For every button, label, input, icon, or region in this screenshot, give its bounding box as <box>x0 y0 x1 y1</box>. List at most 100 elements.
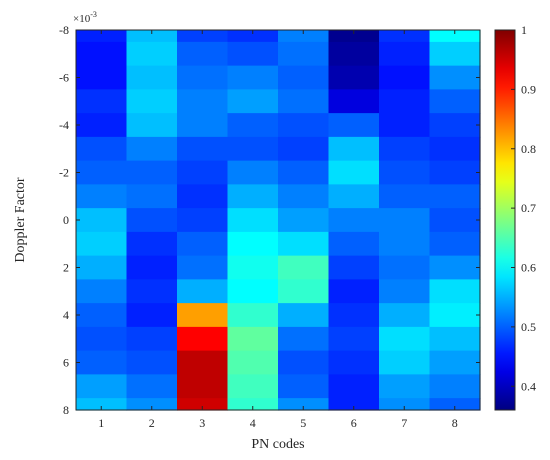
heatmap-cell <box>278 65 330 90</box>
heatmap-cell <box>227 30 279 43</box>
heatmap-cell <box>328 30 380 43</box>
heatmap-cell <box>227 113 279 138</box>
heatmap-cell <box>126 184 178 209</box>
heatmap-cell <box>177 231 229 257</box>
heatmap-cell <box>328 41 380 67</box>
heatmap-cell <box>126 350 178 375</box>
heatmap-cell <box>76 136 128 162</box>
heatmap-cell <box>278 160 330 185</box>
heatmap-cell <box>227 160 279 185</box>
colorbar-tick-label: 0.7 <box>521 201 536 215</box>
y-tick-label: 0 <box>63 213 69 227</box>
heatmap-cell <box>328 231 380 257</box>
heatmap-cell <box>278 231 330 257</box>
y-tick-label: 2 <box>63 261 69 275</box>
heatmap-cell <box>278 41 330 67</box>
heatmap-cell <box>76 30 128 43</box>
heatmap-cell <box>379 160 431 185</box>
colorbar <box>494 29 516 411</box>
colorbar-tick-label: 1 <box>521 23 527 37</box>
heatmap-cell <box>177 136 229 162</box>
heatmap-cell <box>379 398 431 411</box>
heatmap-cell <box>278 89 330 114</box>
heatmap-cell <box>328 326 380 352</box>
heatmap-cell <box>278 113 330 138</box>
heatmap-cell <box>379 113 431 138</box>
heatmap-cell <box>429 231 481 257</box>
heatmap-cell <box>76 65 128 90</box>
heatmap-cell <box>429 89 481 114</box>
heatmap-cell <box>76 255 128 280</box>
heatmap-cell <box>429 65 481 90</box>
colorbar-tick-label: 0.4 <box>521 379 536 393</box>
x-tick-label: 8 <box>452 416 458 430</box>
heatmap-cell <box>126 398 178 411</box>
heatmap-cell <box>278 30 330 43</box>
heatmap-cell <box>76 398 128 411</box>
x-tick-label: 4 <box>250 416 256 430</box>
heatmap-cell <box>126 113 178 138</box>
heatmap-cell <box>328 136 380 162</box>
heatmap-cell <box>126 255 178 280</box>
heatmap-cell <box>328 160 380 185</box>
colorbar-tick-label: 0.8 <box>521 142 536 156</box>
colorbar-tick-label: 0.6 <box>521 261 536 275</box>
heatmap-cell <box>429 303 481 328</box>
y-multiplier: ×10-3 <box>73 10 97 25</box>
heatmap-cell <box>429 208 481 233</box>
heatmap-cell <box>379 65 431 90</box>
heatmap-cell <box>76 160 128 185</box>
heatmap-cell <box>328 350 380 375</box>
heatmap-cell <box>76 89 128 114</box>
heatmap-cell <box>126 89 178 114</box>
heatmap-cell <box>126 41 178 67</box>
heatmap-cell <box>379 326 431 352</box>
heatmap-cell <box>227 326 279 352</box>
heatmap-cell <box>126 208 178 233</box>
heatmap-cell <box>227 231 279 257</box>
heatmap-cell <box>126 326 178 352</box>
heatmap-cell <box>177 255 229 280</box>
heatmap-cell <box>177 279 229 304</box>
heatmap-cell <box>227 303 279 328</box>
y-tick-label: -6 <box>59 71 69 85</box>
heatmap-cell <box>328 374 380 399</box>
heatmap-cell <box>126 136 178 162</box>
y-tick-label: 6 <box>63 356 69 370</box>
x-tick-label: 5 <box>300 416 306 430</box>
heatmap-cell <box>76 374 128 399</box>
heatmap-cell <box>76 184 128 209</box>
heatmap-cell <box>328 279 380 304</box>
heatmap-cell <box>328 255 380 280</box>
heatmap-cell <box>379 208 431 233</box>
heatmap-cell <box>429 41 481 67</box>
heatmap-cell <box>126 279 178 304</box>
x-tick-label: 2 <box>149 416 155 430</box>
heatmap-cell <box>126 303 178 328</box>
x-axis-ticks: 1 2 3 4 5 6 7 8 <box>98 30 458 430</box>
x-tick-label: 7 <box>401 416 407 430</box>
heatmap-cell <box>177 374 229 399</box>
y-tick-label: 4 <box>63 308 69 322</box>
heatmap-cell <box>126 231 178 257</box>
heatmap-cell <box>278 255 330 280</box>
x-tick-label: 1 <box>98 416 104 430</box>
heatmap-cell <box>76 41 128 67</box>
heatmap-cell <box>177 160 229 185</box>
heatmap-cell <box>177 398 229 411</box>
heatmap-cell <box>278 326 330 352</box>
y-tick-label: -4 <box>59 118 69 132</box>
heatmap-cell <box>227 41 279 67</box>
x-axis-label: PN codes <box>251 437 304 452</box>
heatmap-cell <box>227 208 279 233</box>
colorbar-ticks: 0.4 0.5 0.6 0.7 0.8 0.9 1 <box>511 23 536 393</box>
heatmap-cell <box>227 255 279 280</box>
heatmap-cell <box>177 65 229 90</box>
heatmap-cell <box>429 184 481 209</box>
heatmap-cell <box>227 398 279 411</box>
heatmap-cell <box>379 231 431 257</box>
colorbar-tick-label: 0.5 <box>521 320 536 334</box>
heatmap-cell <box>429 255 481 280</box>
heatmap-cell <box>429 279 481 304</box>
y-tick-label: -2 <box>59 166 69 180</box>
